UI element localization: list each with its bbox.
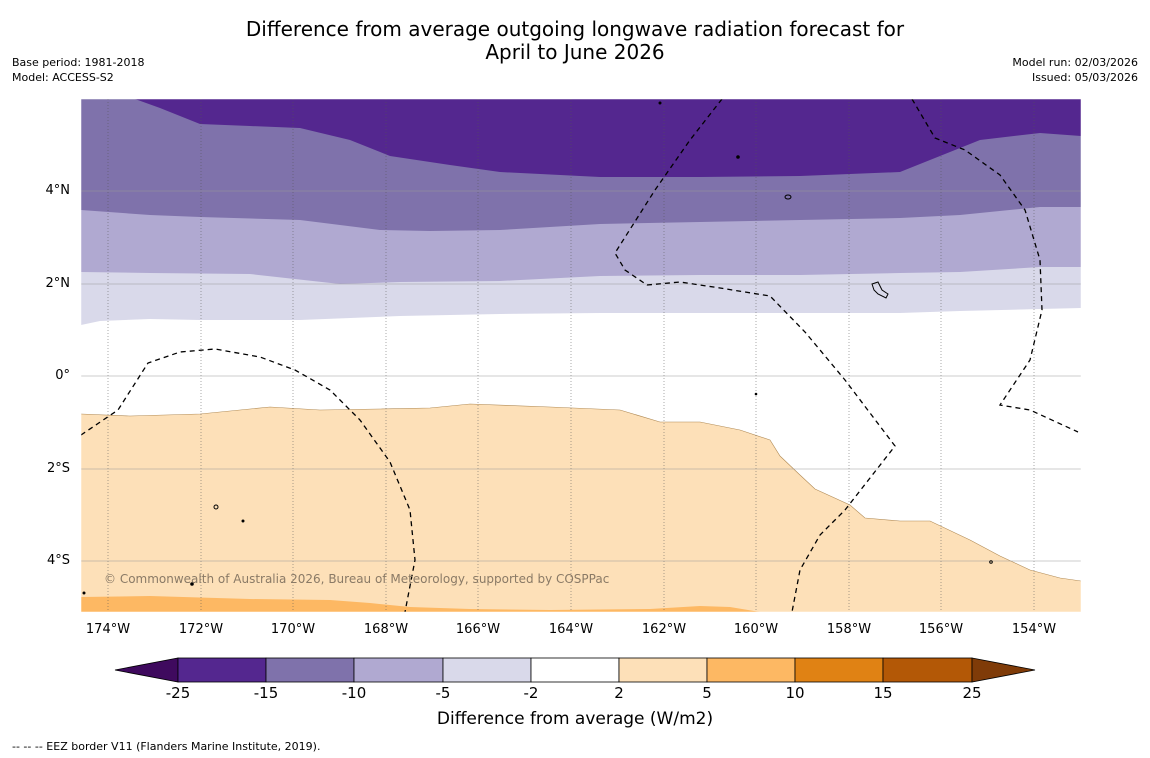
colorbar-extend-high xyxy=(971,657,1036,683)
colorbar-swatch xyxy=(618,657,708,683)
contour-line xyxy=(81,403,1081,582)
lat-label: 2°S xyxy=(46,461,70,476)
band-plus-5 xyxy=(81,596,760,612)
meta-right: Model run: 02/03/2026 Issued: 05/03/2026 xyxy=(1012,55,1138,85)
eez-legend-footer: -- -- -- EEZ border V11 (Flanders Marine… xyxy=(12,740,321,753)
colorbar-tick: 2 xyxy=(614,684,624,702)
lon-label: 162°W xyxy=(641,622,687,637)
lon-label: 168°W xyxy=(363,622,409,637)
colorbar-title: Difference from average (W/m2) xyxy=(436,709,714,729)
colorbar-swatch xyxy=(706,657,796,683)
colorbar-swatch xyxy=(442,657,532,683)
lon-label: 154°W xyxy=(1011,622,1057,637)
gridlines xyxy=(81,99,1081,612)
islands xyxy=(82,101,993,595)
lon-label: 158°W xyxy=(826,622,872,637)
colorbar-swatch xyxy=(353,657,444,683)
colorbar-tick: -10 xyxy=(341,684,367,702)
lon-label: 170°W xyxy=(270,622,316,637)
colorbar-tick: 5 xyxy=(702,684,712,702)
lon-label: 164°W xyxy=(548,622,594,637)
model-run: Model run: 02/03/2026 xyxy=(1012,56,1138,69)
colorbar-swatch xyxy=(882,657,973,683)
colorbar xyxy=(114,657,1036,683)
colorbar-tick: -25 xyxy=(165,684,191,702)
lon-label: 172°W xyxy=(178,622,224,637)
colorbar-swatch xyxy=(265,657,355,683)
colorbar-tick: -2 xyxy=(523,684,539,702)
map-frame xyxy=(80,98,1082,613)
lon-label: 166°W xyxy=(455,622,501,637)
lat-label: 2°N xyxy=(45,276,71,291)
colorbar-tick: 10 xyxy=(785,684,805,702)
lat-label: 0° xyxy=(55,368,70,383)
colorbar-swatch xyxy=(530,657,620,683)
issued-date: Issued: 05/03/2026 xyxy=(1031,71,1138,84)
model-name: Model: ACCESS-S2 xyxy=(12,71,114,84)
lon-label: 174°W xyxy=(85,622,131,637)
base-period: Base period: 1981-2018 xyxy=(12,56,145,69)
colorbar-tick: 25 xyxy=(962,684,982,702)
copyright-notice: © Commonwealth of Australia 2026, Bureau… xyxy=(104,572,610,586)
colorbar-tick: 15 xyxy=(873,684,893,702)
meta-left: Base period: 1981-2018 Model: ACCESS-S2 xyxy=(12,55,144,85)
eez-borders xyxy=(81,99,1079,612)
band-plus-2 xyxy=(81,404,1081,612)
map-field xyxy=(81,99,1081,612)
colorbar-extend-low xyxy=(114,657,179,683)
colorbar-swatch xyxy=(177,657,267,683)
title-line-1: Difference from average outgoing longwav… xyxy=(245,17,905,41)
band-minus-25 xyxy=(135,99,1081,177)
lat-label: 4°S xyxy=(46,553,70,568)
colorbar-tick: -5 xyxy=(435,684,451,702)
colorbar-swatch xyxy=(794,657,884,683)
map-title: Difference from average outgoing longwav… xyxy=(0,18,1150,64)
colorbar-tick: -15 xyxy=(253,684,279,702)
lon-label: 156°W xyxy=(918,622,964,637)
lon-label: 160°W xyxy=(733,622,779,637)
title-line-2: April to June 2026 xyxy=(485,40,665,64)
lat-label: 4°N xyxy=(45,183,71,198)
